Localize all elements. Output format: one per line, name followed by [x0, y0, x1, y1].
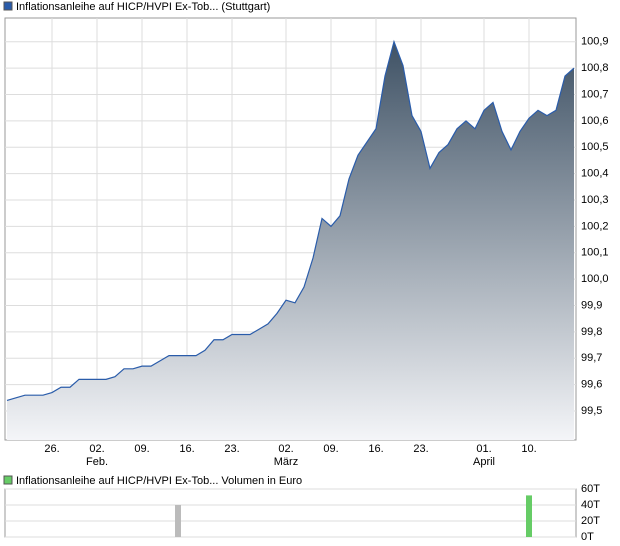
y-tick-label: 99,7	[581, 352, 602, 364]
x-tick-label: 09.	[134, 443, 149, 455]
month-label: Feb.	[86, 456, 108, 468]
month-label: April	[473, 456, 495, 468]
chart-title: Inflationsanleihe auf HICP/HVPI Ex-Tob..…	[16, 1, 270, 13]
chart-title: Inflationsanleihe auf HICP/HVPI Ex-Tob..…	[16, 475, 302, 487]
y-tick-label: 100,6	[581, 115, 609, 127]
month-label: März	[274, 456, 298, 468]
y-tick-label: 20T	[581, 515, 600, 527]
line	[6, 39, 575, 402]
y-tick-label: 100,7	[581, 88, 609, 100]
y-tick-label: 100,2	[581, 220, 609, 232]
y-tick-label: 100,4	[581, 168, 609, 180]
plot-area	[4, 488, 577, 538]
y-tick-label: 100,1	[581, 247, 609, 259]
y-tick-label: 99,9	[581, 299, 602, 311]
y-tick-label: 100,8	[581, 62, 609, 74]
legend-swatch	[3, 1, 13, 11]
bar	[526, 495, 532, 537]
x-tick-label: 23.	[224, 443, 239, 455]
y-tick-label: 100,9	[581, 36, 609, 48]
bar	[175, 505, 181, 537]
x-tick-label: 02.	[278, 443, 293, 455]
x-tick-label: 01.	[476, 443, 491, 455]
y-tick-label: 100,3	[581, 194, 609, 206]
x-tick-label: 23.	[413, 443, 428, 455]
y-tick-label: 60T	[581, 483, 600, 495]
x-tick-label: 26.	[44, 443, 59, 455]
y-tick-label: 99,8	[581, 326, 602, 338]
y-tick-label: 99,5	[581, 405, 602, 417]
y-tick-label: 100,0	[581, 273, 609, 285]
x-tick-label: 09.	[323, 443, 338, 455]
area	[7, 41, 574, 441]
x-tick-label: 10.	[521, 443, 536, 455]
x-tick-label: 16.	[179, 443, 194, 455]
x-tick-label: 02.	[89, 443, 104, 455]
y-tick-label: 0T	[581, 531, 594, 543]
y-tick-label: 99,6	[581, 379, 602, 391]
x-tick-label: 16.	[368, 443, 383, 455]
y-tick-label: 100,5	[581, 141, 609, 153]
y-tick-label: 40T	[581, 499, 600, 511]
legend-swatch	[3, 475, 13, 485]
